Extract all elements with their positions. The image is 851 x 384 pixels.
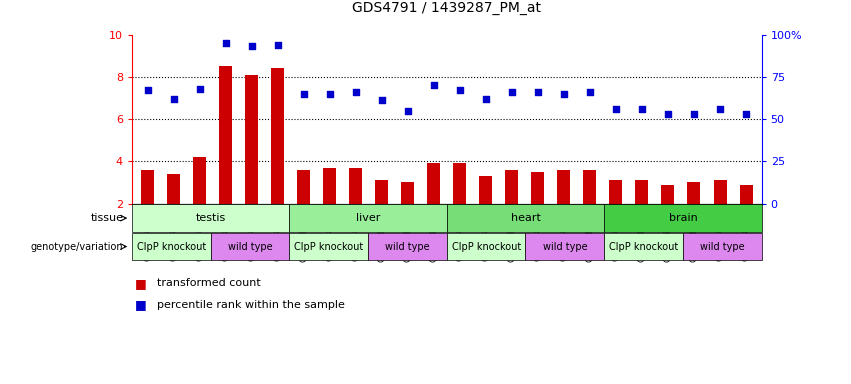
- Point: [635, 106, 648, 112]
- Text: heart: heart: [511, 213, 540, 223]
- Bar: [557, 170, 570, 246]
- Bar: [271, 68, 284, 246]
- Text: ClpP knockout: ClpP knockout: [294, 242, 363, 252]
- Text: wild type: wild type: [386, 242, 430, 252]
- Text: tissue: tissue: [90, 213, 123, 223]
- Point: [271, 41, 284, 48]
- Point: [557, 91, 571, 97]
- Bar: [636, 180, 648, 246]
- Bar: [193, 157, 206, 246]
- Bar: [713, 180, 727, 246]
- Point: [427, 82, 441, 88]
- Bar: [479, 176, 493, 246]
- Bar: [454, 164, 466, 246]
- Text: ClpP knockout: ClpP knockout: [452, 242, 521, 252]
- Text: testis: testis: [196, 213, 226, 223]
- Point: [323, 91, 336, 97]
- Point: [349, 89, 363, 95]
- Text: brain: brain: [669, 213, 697, 223]
- Bar: [219, 66, 232, 246]
- Point: [505, 89, 518, 95]
- Point: [740, 111, 753, 117]
- Point: [609, 106, 623, 112]
- Point: [297, 91, 311, 97]
- Point: [531, 89, 545, 95]
- Point: [401, 108, 414, 114]
- Bar: [661, 185, 675, 246]
- Bar: [584, 170, 597, 246]
- Point: [453, 87, 466, 93]
- Point: [375, 98, 389, 104]
- Point: [583, 89, 597, 95]
- Bar: [167, 174, 180, 246]
- Text: transformed count: transformed count: [157, 278, 261, 288]
- Point: [713, 106, 727, 112]
- Text: ■: ■: [134, 298, 146, 311]
- Point: [167, 96, 180, 102]
- Bar: [427, 164, 440, 246]
- Bar: [740, 185, 752, 246]
- Bar: [297, 170, 310, 246]
- Text: percentile rank within the sample: percentile rank within the sample: [157, 300, 346, 310]
- Bar: [141, 170, 154, 246]
- Bar: [245, 75, 258, 246]
- Point: [140, 87, 154, 93]
- Bar: [375, 180, 388, 246]
- Bar: [323, 168, 336, 246]
- Text: wild type: wild type: [700, 242, 745, 252]
- Bar: [688, 182, 700, 246]
- Bar: [401, 182, 414, 246]
- Text: wild type: wild type: [543, 242, 587, 252]
- Bar: [609, 180, 622, 246]
- Point: [687, 111, 700, 117]
- Bar: [505, 170, 518, 246]
- Text: ClpP knockout: ClpP knockout: [137, 242, 206, 252]
- Text: liver: liver: [356, 213, 380, 223]
- Point: [193, 86, 207, 92]
- Point: [219, 40, 232, 46]
- Text: genotype/variation: genotype/variation: [31, 242, 123, 252]
- Text: ClpP knockout: ClpP knockout: [609, 242, 678, 252]
- Point: [245, 43, 259, 50]
- Point: [479, 96, 493, 102]
- Text: ■: ■: [134, 277, 146, 290]
- Bar: [531, 172, 545, 246]
- Text: wild type: wild type: [228, 242, 272, 252]
- Text: GDS4791 / 1439287_PM_at: GDS4791 / 1439287_PM_at: [352, 2, 541, 15]
- Point: [661, 111, 675, 117]
- Bar: [349, 168, 363, 246]
